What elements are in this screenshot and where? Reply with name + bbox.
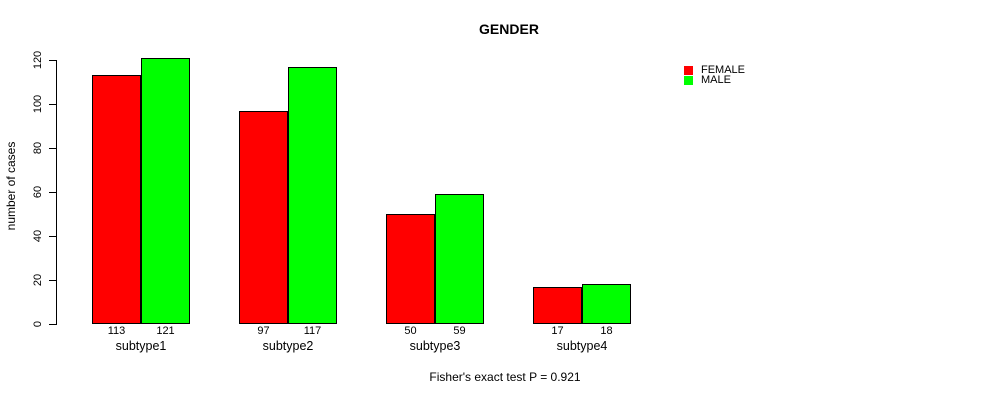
y-axis-line (56, 60, 57, 325)
y-axis-tick-label: 120 (32, 50, 44, 70)
legend-label: FEMALE (701, 64, 746, 76)
x-axis-category-label: subtype2 (262, 339, 314, 353)
legend-swatch-male (684, 75, 693, 85)
y-axis-tick (49, 148, 56, 149)
bar-value-label: 113 (107, 325, 126, 337)
y-axis-tick (49, 280, 56, 281)
y-axis-tick (49, 324, 56, 325)
y-axis-label: number of cases (4, 141, 18, 231)
bar-female-subtype2 (239, 110, 288, 324)
bar-female-subtype4 (533, 286, 582, 324)
legend-row: MALE (684, 74, 745, 86)
bar-male-subtype3 (435, 194, 484, 324)
bar-value-label: 117 (303, 325, 322, 337)
bar-female-subtype1 (92, 75, 141, 324)
bar-male-subtype1 (141, 57, 190, 324)
bar-female-subtype3 (386, 214, 435, 324)
y-axis-tick-label: 100 (32, 94, 44, 114)
annotation-fisher-test: Fisher's exact test P = 0.921 (429, 370, 581, 384)
bar-value-label: 97 (257, 325, 270, 337)
y-axis-tick (49, 60, 56, 61)
legend-label: MALE (701, 74, 731, 86)
x-axis-category-label: subtype1 (115, 339, 167, 353)
bar-value-label: 18 (600, 325, 613, 337)
legend-swatch-female (684, 65, 693, 75)
chart-title: GENDER (479, 21, 539, 37)
bar-male-subtype2 (288, 66, 337, 324)
x-axis-category-label: subtype4 (556, 339, 608, 353)
y-axis-tick-label: 20 (32, 273, 44, 287)
y-axis-tick-label: 60 (32, 185, 44, 199)
y-axis-tick (49, 192, 56, 193)
legend: FEMALE MALE (684, 64, 746, 86)
x-axis-category-label: subtype3 (409, 339, 461, 353)
bar-value-label: 50 (404, 325, 417, 337)
y-axis-tick-label: 80 (32, 141, 44, 155)
bar-value-label: 59 (453, 325, 466, 337)
y-axis-tick-label: 40 (32, 229, 44, 243)
bar-value-label: 17 (551, 325, 564, 337)
y-axis-tick (49, 236, 56, 237)
bar-value-label: 121 (156, 325, 175, 337)
legend-row: FEMALE (684, 64, 746, 76)
bar-male-subtype4 (582, 284, 631, 324)
y-axis-tick-label: 0 (32, 320, 44, 328)
y-axis-tick (49, 104, 56, 105)
